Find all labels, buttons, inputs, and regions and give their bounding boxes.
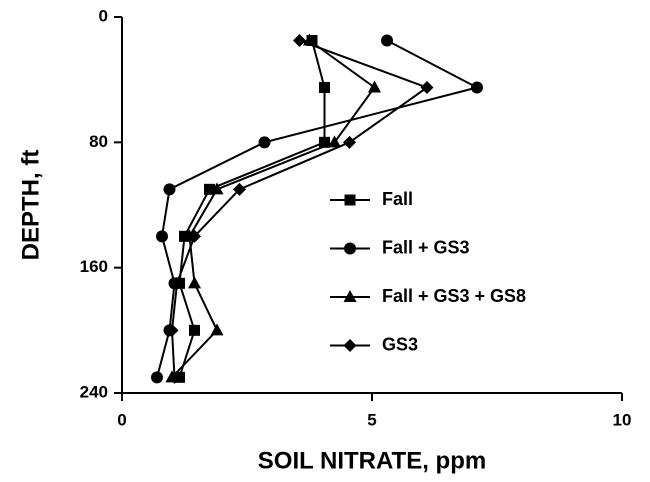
y-axis-title: DEPTH, ft — [17, 150, 44, 261]
data-point — [156, 230, 168, 243]
data-point — [189, 324, 200, 336]
data-point — [170, 276, 184, 290]
data-point — [168, 370, 181, 384]
x-axis-title: SOIL NITRATE, ppm — [258, 447, 486, 474]
data-point — [204, 183, 215, 195]
data-point — [188, 276, 201, 289]
series-line — [156, 39, 480, 378]
data-point — [420, 81, 434, 94]
series-line — [170, 39, 430, 378]
y-tick-label: 240 — [80, 382, 108, 401]
x-tick-label: 0 — [117, 410, 126, 429]
legend-marker — [344, 194, 356, 206]
legend-text: Fall — [382, 189, 413, 209]
series-line — [171, 39, 376, 379]
data-point — [233, 182, 246, 196]
data-point — [165, 323, 179, 337]
data-point — [319, 82, 330, 93]
legend-marker — [344, 242, 356, 255]
legend-text: GS3 — [382, 334, 418, 354]
data-point — [210, 323, 224, 336]
legend-marker — [343, 339, 357, 352]
data-point — [328, 135, 341, 148]
data-point — [188, 229, 201, 243]
data-point — [368, 80, 381, 93]
y-tick-label: 0 — [99, 6, 108, 25]
y-tick-label: 80 — [89, 132, 108, 151]
data-point — [319, 136, 330, 148]
legend-text: Fall + GS3 + GS8 — [382, 286, 526, 306]
legend-marker — [343, 290, 357, 302]
data-point — [179, 230, 190, 242]
data-point — [151, 371, 163, 384]
y-tick-label: 160 — [80, 257, 108, 276]
data-point — [343, 135, 356, 149]
data-point — [163, 183, 176, 196]
data-point — [381, 34, 393, 47]
data-point — [258, 136, 271, 149]
x-tick-label: 5 — [367, 410, 376, 429]
data-point — [210, 182, 224, 195]
data-point — [471, 81, 483, 94]
legend-text: Fall + GS3 — [382, 237, 470, 257]
series-line — [178, 40, 326, 378]
x-tick-label: 10 — [613, 410, 632, 429]
data-point — [293, 34, 306, 47]
